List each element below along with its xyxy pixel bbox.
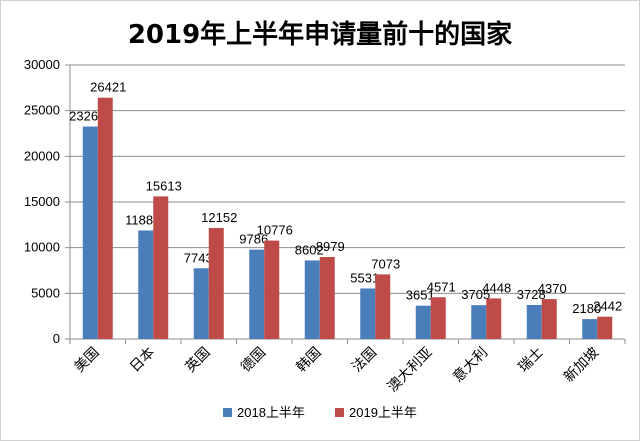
data-label: 2180: [572, 301, 601, 316]
bar-2018: [138, 230, 154, 339]
bar-2018: [360, 288, 376, 339]
data-label: 9786: [239, 232, 268, 247]
data-label: 26421: [90, 80, 126, 95]
y-tick-label: 25000: [24, 103, 60, 118]
data-label: 8979: [316, 239, 345, 254]
y-tick-label: 5000: [31, 285, 60, 300]
data-label: 5531: [350, 270, 379, 285]
y-tick-label: 10000: [24, 240, 60, 255]
legend-label: 2019上半年: [349, 405, 417, 420]
x-tick-label: 瑞士: [515, 345, 546, 376]
bar-2018: [526, 304, 542, 339]
bar-2019: [541, 299, 557, 339]
bar-2019: [486, 298, 502, 339]
data-label: 4448: [482, 280, 511, 295]
bar-2018: [471, 305, 487, 339]
data-label: 4370: [538, 281, 567, 296]
x-tick-label: 韩国: [293, 345, 324, 376]
y-tick-label: 0: [53, 331, 60, 346]
data-label: 8602: [295, 242, 324, 257]
x-tick-label: 新加坡: [561, 345, 602, 386]
bar-2019: [319, 256, 335, 339]
data-label: 3728: [517, 287, 546, 302]
data-label: 10776: [257, 223, 293, 238]
data-label: 23263: [69, 109, 105, 124]
x-tick-label: 澳大利亚: [385, 345, 436, 396]
data-label: 3705: [461, 287, 490, 302]
legend-swatch: [223, 408, 232, 417]
bar-2019: [153, 196, 169, 339]
x-tick-label: 德国: [238, 345, 269, 376]
bar-2019: [208, 228, 224, 339]
y-tick-label: 30000: [24, 57, 60, 72]
data-label: 12152: [201, 210, 237, 225]
data-label: 7073: [371, 256, 400, 271]
legend-swatch: [335, 408, 344, 417]
data-label: 15613: [146, 178, 182, 193]
bar-2019: [264, 240, 280, 339]
legend-label: 2018上半年: [237, 405, 305, 420]
bar-2019: [430, 297, 446, 339]
data-label: 11885: [125, 212, 160, 227]
x-tick-label: 英国: [182, 344, 214, 376]
data-label: 4571: [427, 279, 456, 294]
bar-2018: [582, 319, 598, 339]
x-tick-label: 日本: [127, 345, 158, 376]
bar-2018: [304, 260, 320, 339]
chart-title: 2019年上半年申请量前十的国家: [127, 20, 513, 50]
y-tick-label: 20000: [24, 148, 60, 163]
bar-2018: [193, 268, 209, 339]
bar-2019: [97, 97, 113, 339]
bar-2019: [597, 316, 613, 339]
bar-2018: [82, 126, 98, 339]
bar-2019: [375, 274, 391, 339]
data-label: 3651: [406, 288, 435, 303]
bar-2018: [415, 305, 431, 339]
data-label: 2442: [593, 299, 622, 314]
x-tick-label: 法国: [349, 345, 380, 376]
data-label: 7743: [184, 250, 213, 265]
x-tick-label: 意大利: [449, 344, 491, 386]
x-tick-label: 美国: [71, 345, 102, 376]
bar-2018: [249, 249, 265, 339]
y-tick-label: 15000: [24, 194, 60, 209]
